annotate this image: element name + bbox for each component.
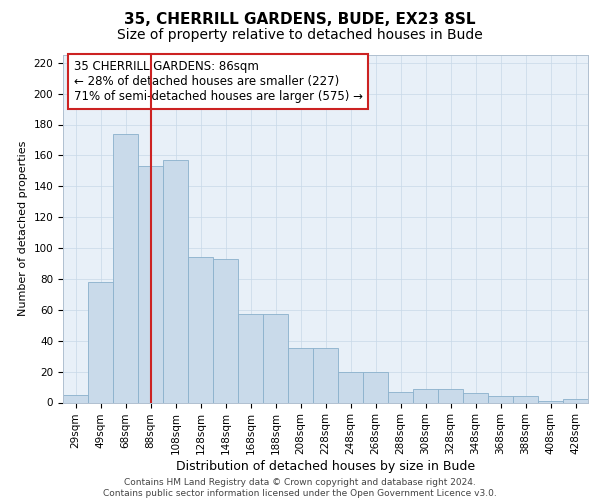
Text: 35, CHERRILL GARDENS, BUDE, EX23 8SL: 35, CHERRILL GARDENS, BUDE, EX23 8SL xyxy=(124,12,476,26)
Bar xyxy=(513,396,538,402)
Bar xyxy=(138,166,163,402)
Bar xyxy=(238,314,263,402)
Bar xyxy=(538,401,563,402)
Bar xyxy=(113,134,138,402)
Bar xyxy=(188,258,213,402)
X-axis label: Distribution of detached houses by size in Bude: Distribution of detached houses by size … xyxy=(176,460,475,473)
Text: Contains HM Land Registry data © Crown copyright and database right 2024.
Contai: Contains HM Land Registry data © Crown c… xyxy=(103,478,497,498)
Bar xyxy=(413,388,438,402)
Bar xyxy=(88,282,113,403)
Bar xyxy=(438,388,463,402)
Bar xyxy=(463,393,488,402)
Bar xyxy=(163,160,188,402)
Bar xyxy=(288,348,313,403)
Bar xyxy=(213,259,238,402)
Bar xyxy=(563,400,588,402)
Bar xyxy=(363,372,388,402)
Text: Size of property relative to detached houses in Bude: Size of property relative to detached ho… xyxy=(117,28,483,42)
Bar xyxy=(313,348,338,403)
Y-axis label: Number of detached properties: Number of detached properties xyxy=(18,141,28,316)
Text: 35 CHERRILL GARDENS: 86sqm
← 28% of detached houses are smaller (227)
71% of sem: 35 CHERRILL GARDENS: 86sqm ← 28% of deta… xyxy=(74,60,362,103)
Bar xyxy=(263,314,288,402)
Bar xyxy=(63,395,88,402)
Bar xyxy=(338,372,363,402)
Bar xyxy=(488,396,513,402)
Bar xyxy=(388,392,413,402)
